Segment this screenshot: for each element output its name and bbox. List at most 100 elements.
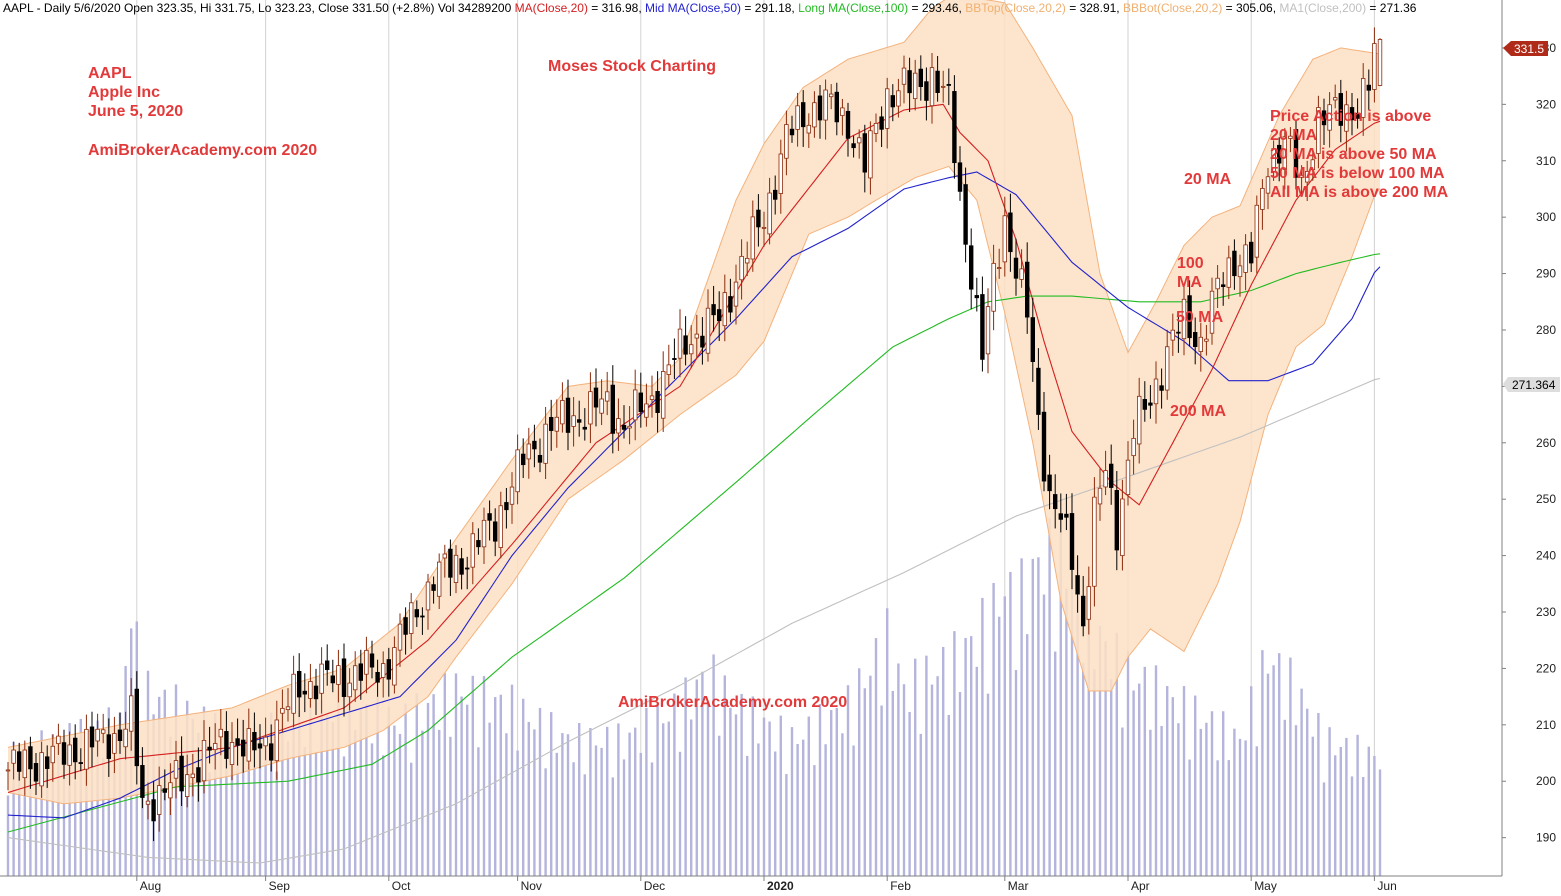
volume-bar [286,741,290,876]
volume-bar [1322,782,1326,876]
volume-bar [925,655,928,876]
candle-body [952,91,957,164]
ma200-price-tag [1503,377,1560,392]
candle-body [207,746,212,751]
candle-body [218,728,223,738]
header-segment: BBBot(Close,20,2) [1123,1,1222,15]
candle-body [431,584,436,591]
volume-bar [947,714,950,876]
volume-bar [611,777,614,876]
candle-body [28,746,33,770]
candle-body [767,192,772,235]
volume-bar [264,741,267,876]
volume-bar [1110,679,1113,876]
candle-body [666,364,671,375]
volume-bar [1166,686,1169,876]
volume-bar [29,741,32,876]
volume-bar [348,687,351,876]
candle-body [773,189,778,200]
candle-body [420,615,425,618]
volume-bar [1048,518,1051,876]
volume-bar [757,743,760,876]
candle-body [532,440,537,450]
candle-body [403,617,408,635]
candle-body [588,391,593,425]
volume-bar [600,747,603,876]
volume-bar [544,768,547,876]
candle-body [1254,204,1259,258]
volume-bar [1054,651,1057,876]
candle-body [1120,498,1125,557]
candle-body [235,738,240,746]
candle-body [296,670,302,698]
price-tick-label: 200 [1536,774,1556,788]
price-tick-label: 230 [1536,605,1556,619]
volume-bar [1087,577,1090,876]
volume-bar [354,729,357,876]
volume-bar [51,734,54,876]
volume-bar [398,733,402,876]
volume-bar [858,668,861,876]
candle-body [1299,174,1304,178]
volume-bar [1278,653,1281,876]
volume-bar [1294,725,1298,876]
candle-body [336,665,341,685]
date-tick-label: Aug [140,879,161,893]
volume-bar [606,726,609,876]
volume-bar [482,676,486,876]
volume-bar [18,765,21,876]
candle-body [1221,284,1226,287]
candle-body [285,706,291,711]
ma20-label: 20 MA [1184,171,1232,188]
candle-body [392,647,397,686]
bollinger-band-layer [7,0,1381,805]
volume-bar [494,697,497,876]
volume-bar [253,722,256,876]
volume-bar [208,772,211,876]
candle-body [840,107,845,117]
volume-bar [622,759,626,876]
volume-bar [415,693,418,876]
volume-bar [1143,666,1146,876]
date-tick-label: Apr [1131,879,1150,893]
candle-body [61,742,67,765]
candle-body [689,344,694,355]
candle-body [1103,470,1108,488]
candle-body [252,731,257,751]
volume-bar [1283,719,1286,876]
volume-bar [499,694,502,876]
candle-body [151,799,156,822]
volume-bar [1199,728,1202,876]
candle-body [492,521,498,542]
candle-body [537,454,543,463]
volume-bar [466,704,469,876]
candle-body [571,415,576,427]
date-tick-label: 2020 [767,879,794,893]
volume-bar [454,673,458,876]
candle-body [45,756,50,769]
ma100-label-top: 100 [1177,255,1204,272]
ma200-line [7,377,1381,864]
volume-bar [1171,697,1174,876]
volume-bar [1362,777,1365,876]
candle-body [196,767,201,783]
volume-bar [746,755,749,876]
candle-body [1344,104,1349,132]
volume-bar [785,774,788,876]
volume-bar [477,747,480,876]
candle-body [1333,97,1338,101]
volume-bar [914,658,917,876]
candle-body [380,663,386,678]
volume-bar [34,774,38,876]
candle-body [257,743,263,749]
volume-bar [1238,738,1242,876]
volume-bar [1306,708,1309,876]
volume-bar [538,707,542,876]
candle-body [1187,295,1192,339]
candle-body [621,424,627,430]
volume-bar [516,750,519,876]
candle-body [1372,43,1377,90]
volume-bar [841,733,844,876]
candle-body [509,486,515,505]
